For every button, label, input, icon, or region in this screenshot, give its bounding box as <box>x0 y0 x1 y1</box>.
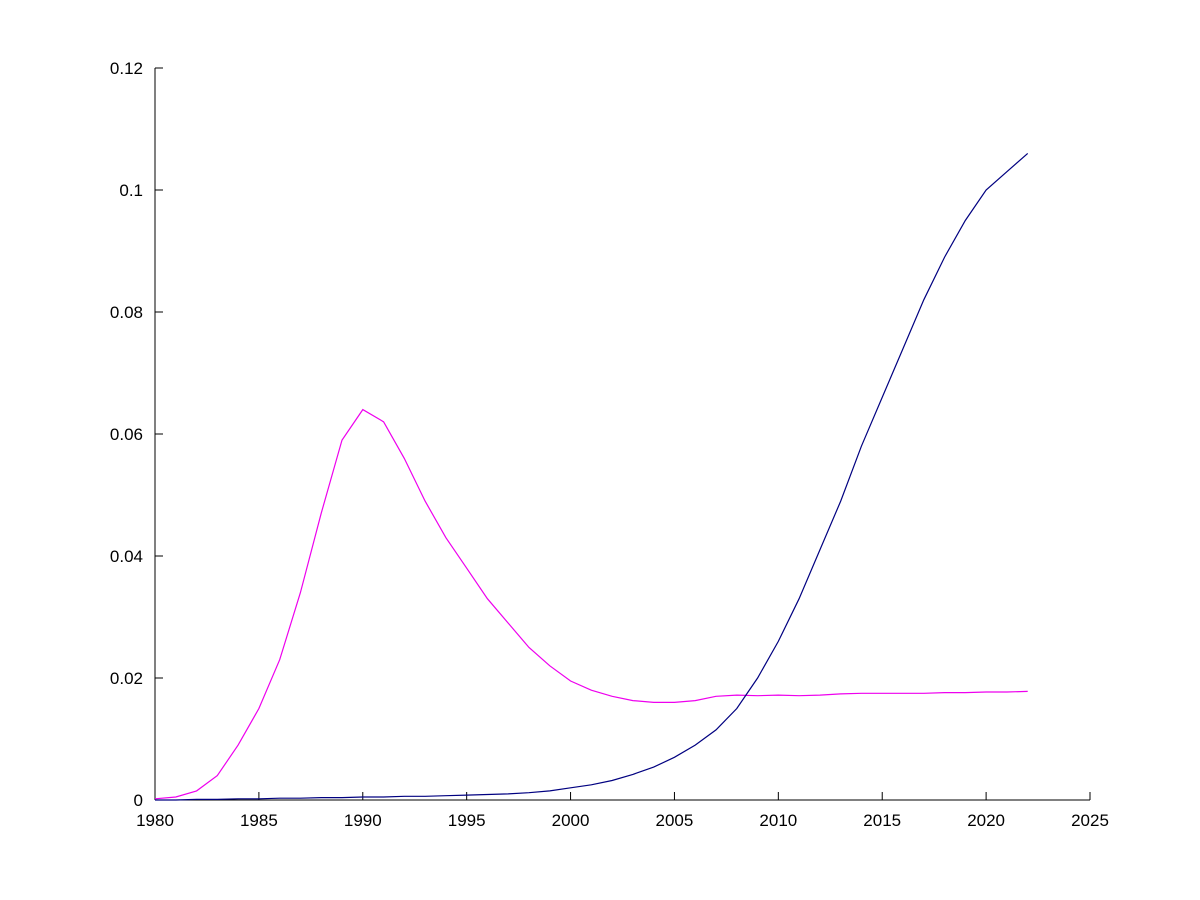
x-tick-label: 1990 <box>344 811 382 830</box>
x-tick-label: 1985 <box>240 811 278 830</box>
y-tick-label: 0.12 <box>110 59 143 78</box>
x-tick-label: 2025 <box>1071 811 1109 830</box>
x-tick-label: 1980 <box>136 811 174 830</box>
x-tick-label: 2000 <box>552 811 590 830</box>
y-tick-label: 0.02 <box>110 669 143 688</box>
x-tick-label: 1995 <box>448 811 486 830</box>
series-line-magenta <box>154 408 1028 800</box>
ticks-layer: 1980 1985 1990 1995 2000 2005 2010 2015 2020 2025… <box>110 59 1109 830</box>
x-tick-label: 2020 <box>967 811 1005 830</box>
y-tick-label: 0.1 <box>119 181 143 200</box>
y-tick-label: 0.08 <box>110 303 143 322</box>
y-tick-label: 0 <box>134 791 143 810</box>
x-tick-label: 2015 <box>863 811 901 830</box>
series-line-blue <box>155 152 1029 801</box>
x-tick-label: 2010 <box>759 811 797 830</box>
y-tick-label: 0.04 <box>110 547 143 566</box>
y-tick-label: 0.06 <box>110 425 143 444</box>
x-tick-label: 2005 <box>656 811 694 830</box>
